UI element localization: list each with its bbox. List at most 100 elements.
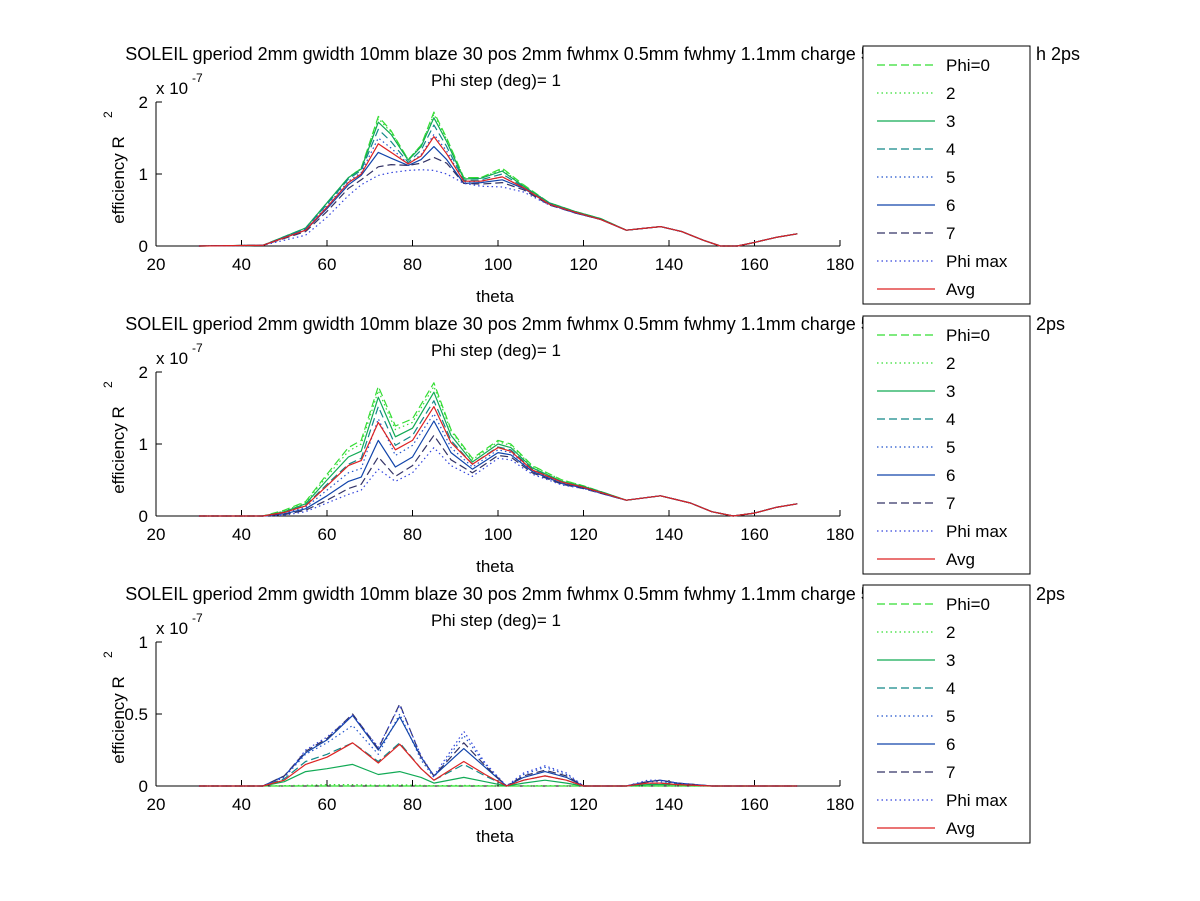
y-axis-label: efficiency R: [109, 676, 128, 764]
y-axis-label-superscript: 2: [101, 651, 115, 658]
series-line-1: [198, 382, 798, 517]
series-line-3: [198, 391, 798, 517]
legend-entry: Avg: [946, 550, 975, 569]
legend: Phi=0 2 3 4 5 6 7 Phi max Avg: [862, 584, 1031, 844]
series-line-5: [198, 713, 798, 787]
legend-entry: Phi=0: [946, 595, 990, 614]
y-axis-label-superscript: 2: [101, 111, 115, 118]
series-line-8: [198, 704, 798, 787]
x-tick-label: 140: [655, 795, 683, 814]
y-axis-label: efficiency R: [109, 406, 128, 494]
y-exponent-label: x 10: [156, 619, 188, 638]
y-axis-label-group: efficiency R 2: [101, 381, 128, 494]
legend-entry: 7: [946, 494, 955, 513]
series-line-9: [198, 406, 798, 517]
legend-entry: Phi=0: [946, 326, 990, 345]
chart-subtitle: Phi step (deg)= 1: [431, 71, 561, 90]
legend-entry: 2: [946, 84, 955, 103]
x-tick-label: 80: [403, 525, 422, 544]
x-tick-label: 160: [740, 525, 768, 544]
x-axis-label: theta: [476, 827, 514, 846]
x-tick-label: 140: [655, 255, 683, 274]
legend-entry: 7: [946, 763, 955, 782]
x-tick-label: 160: [740, 795, 768, 814]
y-exponent-superscript: -7: [192, 71, 203, 85]
series-line-7: [198, 703, 798, 787]
legend-entry: Phi max: [946, 522, 1008, 541]
series-line-9: [198, 742, 798, 787]
y-exponent-superscript: -7: [192, 341, 203, 355]
y-exponent-superscript: -7: [192, 611, 203, 625]
x-tick-label: 100: [484, 525, 512, 544]
legend-entry: 4: [946, 679, 955, 698]
x-tick-label: 60: [318, 795, 337, 814]
chart-title-suffix: h 2ps: [1036, 44, 1080, 64]
y-tick-label: 0: [139, 507, 148, 526]
x-tick-label: 120: [569, 795, 597, 814]
x-tick-label: 180: [826, 795, 854, 814]
legend-entry: 5: [946, 168, 955, 187]
chart-title: SOLEIL gperiod 2mm gwidth 10mm blaze 30 …: [125, 314, 871, 334]
x-tick-label: 20: [147, 795, 166, 814]
series-line-5: [198, 413, 798, 517]
x-tick-label: 100: [484, 795, 512, 814]
series-line-3: [198, 117, 798, 247]
y-tick-label: 0.5: [124, 705, 148, 724]
y-tick-label: 0: [139, 777, 148, 796]
series-line-4: [198, 124, 798, 247]
legend-entry: 7: [946, 224, 955, 243]
legend-entry: Avg: [946, 280, 975, 299]
x-tick-label: 180: [826, 525, 854, 544]
x-tick-label: 40: [232, 795, 251, 814]
y-axis-label-superscript: 2: [101, 381, 115, 388]
series-line-6: [198, 714, 798, 787]
chart-subtitle: Phi step (deg)= 1: [431, 341, 561, 360]
x-tick-label: 80: [403, 255, 422, 274]
legend-entry: 6: [946, 735, 955, 754]
chart-panel-3: SOLEIL gperiod 2mm gwidth 10mm blaze 30 …: [101, 584, 1065, 846]
chart-title: SOLEIL gperiod 2mm gwidth 10mm blaze 30 …: [125, 44, 871, 64]
legend: Phi=0 2 3 4 5 6 7 Phi max Avg: [862, 45, 1031, 305]
chart-subtitle: Phi step (deg)= 1: [431, 611, 561, 630]
series-line-8: [198, 447, 798, 517]
legend-entry: 3: [946, 651, 955, 670]
x-axis-label: theta: [476, 287, 514, 306]
legend-entry: Phi max: [946, 252, 1008, 271]
y-axis-label-group: efficiency R 2: [101, 651, 128, 764]
x-tick-label: 60: [318, 525, 337, 544]
y-tick-label: 1: [139, 435, 148, 454]
legend-entry: 2: [946, 354, 955, 373]
series-line-5: [198, 133, 798, 247]
legend-entry: 3: [946, 112, 955, 131]
series-line-9: [198, 136, 798, 247]
x-tick-label: 120: [569, 525, 597, 544]
legend-entry: 4: [946, 140, 955, 159]
legend-entry: 5: [946, 707, 955, 726]
chart-title: SOLEIL gperiod 2mm gwidth 10mm blaze 30 …: [125, 584, 871, 604]
legend-entry: 2: [946, 623, 955, 642]
series-line-1: [198, 111, 798, 247]
y-exponent-label: x 10: [156, 349, 188, 368]
x-tick-label: 40: [232, 525, 251, 544]
chart-title-suffix: 2ps: [1036, 584, 1065, 604]
x-tick-label: 60: [318, 255, 337, 274]
legend: Phi=0 2 3 4 5 6 7 Phi max Avg: [862, 315, 1031, 575]
series-line-6: [198, 420, 798, 517]
y-tick-label: 1: [139, 165, 148, 184]
x-tick-label: 180: [826, 255, 854, 274]
legend-entry: 6: [946, 466, 955, 485]
chart-panel-2: SOLEIL gperiod 2mm gwidth 10mm blaze 30 …: [101, 314, 1065, 576]
chart-panel-1: SOLEIL gperiod 2mm gwidth 10mm blaze 30 …: [101, 44, 1080, 306]
x-tick-label: 20: [147, 255, 166, 274]
x-tick-label: 140: [655, 525, 683, 544]
series-line-2: [198, 385, 798, 517]
legend-entry: 4: [946, 410, 955, 429]
series-line-6: [198, 146, 798, 247]
x-tick-label: 80: [403, 795, 422, 814]
legend-entry: Phi max: [946, 791, 1008, 810]
series-line-3: [198, 763, 798, 787]
x-tick-label: 40: [232, 255, 251, 274]
x-tick-label: 160: [740, 255, 768, 274]
y-tick-label: 0: [139, 237, 148, 256]
